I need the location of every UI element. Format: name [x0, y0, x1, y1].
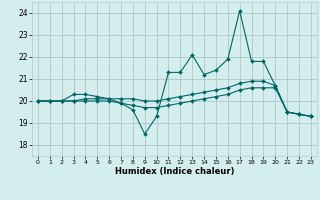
- X-axis label: Humidex (Indice chaleur): Humidex (Indice chaleur): [115, 167, 234, 176]
